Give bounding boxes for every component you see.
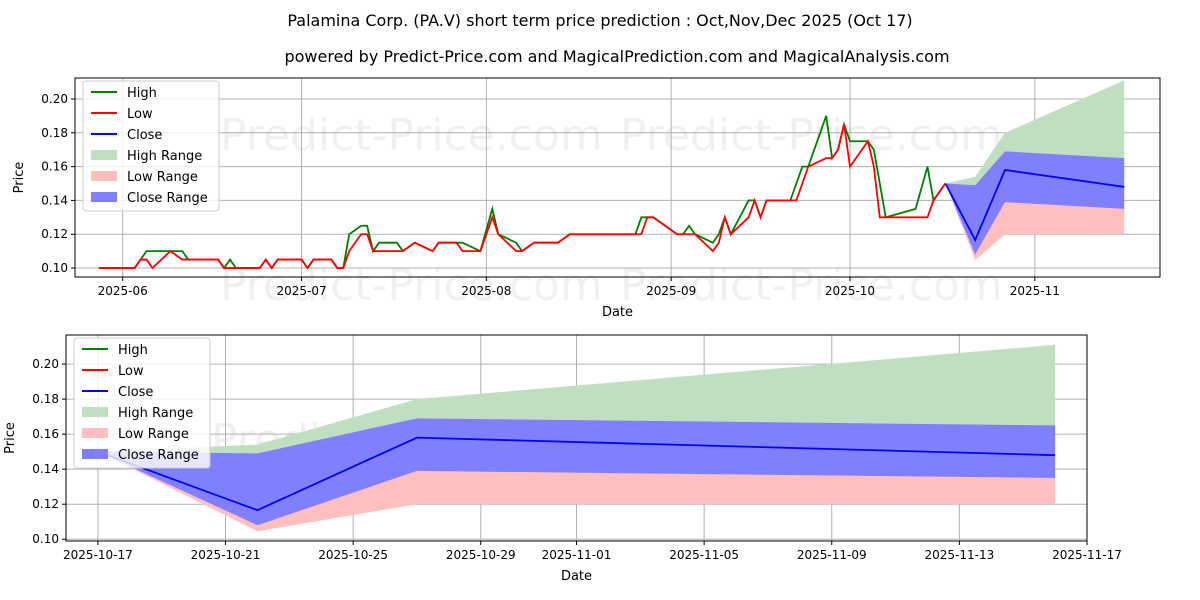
chart-title: Palamina Corp. (PA.V) short term price p… xyxy=(287,11,912,30)
panel-1: Predict-Price.com Predict-Price.comPredic… xyxy=(12,77,1161,320)
y-tick-label: 0.20 xyxy=(32,357,59,371)
y-tick-label: 0.14 xyxy=(32,462,59,476)
y-tick-label: 0.14 xyxy=(41,193,68,207)
legend-swatch-close-range xyxy=(82,449,108,459)
legend-label: Close Range xyxy=(118,448,199,463)
legend-label: Low Range xyxy=(127,170,198,185)
x-tick-label: 2025-11-05 xyxy=(669,548,739,562)
x-tick-label: 2025-11-13 xyxy=(925,548,995,562)
y-tick-label: 0.10 xyxy=(32,532,59,546)
low-line xyxy=(98,124,947,270)
x-tick-label: 2025-10-17 xyxy=(63,548,133,562)
legend-swatch-low-range xyxy=(82,428,108,438)
legend-label: High xyxy=(127,86,157,101)
close-range-area xyxy=(97,418,1056,526)
y-tick-label: 0.16 xyxy=(32,427,59,441)
x-axis-label: Date xyxy=(602,305,633,320)
legend-label: Close xyxy=(118,385,153,400)
y-tick-label: 0.12 xyxy=(32,497,59,511)
legend-swatch-high-range xyxy=(91,150,117,160)
x-tick-label: 2025-10-29 xyxy=(446,548,516,562)
legend-label: High xyxy=(118,343,148,358)
legend-swatch-low-range xyxy=(91,171,117,181)
legend-label: Low xyxy=(127,107,153,122)
legend-label: Low xyxy=(118,364,144,379)
x-tick-label: 2025-10 xyxy=(825,284,875,298)
y-axis-label: Price xyxy=(12,162,27,194)
y-tick-label: 0.12 xyxy=(41,227,68,241)
legend-label: Low Range xyxy=(118,427,189,442)
y-tick-label: 0.16 xyxy=(41,160,68,174)
legend-label: Close Range xyxy=(127,191,208,206)
x-tick-label: 2025-11 xyxy=(1010,284,1060,298)
legend-label: High Range xyxy=(127,149,202,164)
x-tick-label: 2025-11-17 xyxy=(1052,548,1122,562)
plot-frame xyxy=(65,334,1088,542)
close-line xyxy=(97,436,1056,512)
x-tick-label: 2025-08 xyxy=(461,284,511,298)
x-tick-label: 2025-10-21 xyxy=(191,548,261,562)
x-tick-label: 2025-07 xyxy=(276,284,326,298)
close-line xyxy=(944,168,1125,243)
y-axis-label: Price xyxy=(3,422,18,454)
legend-label: High Range xyxy=(118,406,193,421)
y-tick-label: 0.10 xyxy=(41,261,68,275)
x-tick-label: 2025-11-01 xyxy=(542,548,612,562)
plot-frame xyxy=(74,77,1161,278)
y-tick-label: 0.18 xyxy=(32,392,59,406)
close-range-area xyxy=(945,151,1125,255)
legend: High Low Close High Range Low Range Close Ran… xyxy=(82,80,220,212)
x-axis-label: Date xyxy=(561,569,592,584)
x-tick-label: 2025-09 xyxy=(646,284,696,298)
legend-swatch-close-range xyxy=(91,192,117,202)
legend-swatch-high-range xyxy=(82,407,108,417)
y-tick-label: 0.18 xyxy=(41,126,68,140)
x-tick-label: 2025-06 xyxy=(98,284,148,298)
y-tick-label: 0.20 xyxy=(41,92,68,106)
legend-label: Close xyxy=(127,128,162,143)
chart-subtitle: powered by Predict-Price.com and Magical… xyxy=(284,47,949,66)
watermark-text: Predict-Price.com xyxy=(220,110,603,161)
x-tick-label: 2025-11-09 xyxy=(797,548,867,562)
watermark-text: Predict-Price.com xyxy=(620,110,1003,161)
x-tick-label: 2025-10-25 xyxy=(318,548,388,562)
legend: High Low Close High Range Low Range Close Ran… xyxy=(73,337,211,469)
panel-2: Predict-Price.comPredict-Price.com2025-1… xyxy=(3,334,1122,584)
